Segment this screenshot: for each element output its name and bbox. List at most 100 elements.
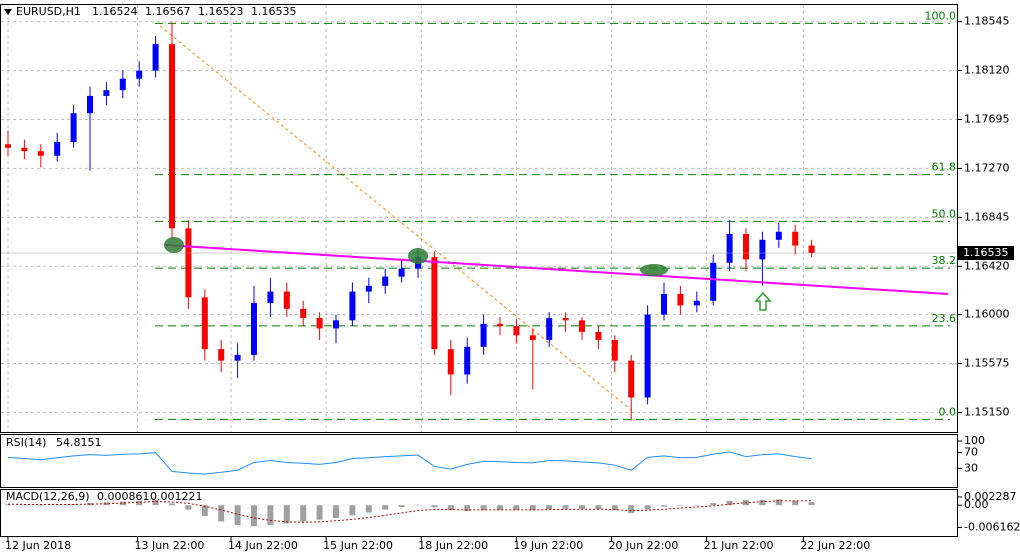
- macd-bar: [595, 505, 602, 510]
- macd-bar: [677, 505, 684, 506]
- macd-bar: [136, 500, 143, 506]
- candle-body: [251, 303, 257, 355]
- candle-body: [234, 354, 241, 361]
- macd-bar: [628, 505, 635, 514]
- candle-body: [743, 234, 749, 260]
- rsi-value: 54.8151: [56, 436, 102, 449]
- macd-bar: [529, 505, 536, 511]
- touch-marker: [164, 237, 184, 253]
- last-price-box: [958, 246, 1014, 261]
- y-tick-label: 70: [964, 446, 978, 459]
- candle-body: [316, 318, 323, 329]
- candle-body: [333, 320, 339, 329]
- candle-body: [644, 314, 651, 398]
- macd-bar: [119, 501, 126, 506]
- grid: [1, 5, 958, 432]
- y-tick-label: 1.17270: [964, 161, 1010, 174]
- candle-body: [513, 326, 520, 336]
- macd-main-value: 0.000861: [97, 490, 150, 503]
- candle-body: [382, 276, 389, 286]
- macd-signal: [7, 500, 812, 523]
- candle-body: [480, 323, 487, 347]
- candle-body: [628, 360, 635, 398]
- fib-label: 0.0: [939, 405, 957, 418]
- macd-panel-frame: [0, 489, 958, 537]
- macd-signal-value: 0.001221: [150, 490, 203, 503]
- macd-bar: [562, 505, 569, 509]
- candle-body: [759, 239, 766, 260]
- header-close: 1.16535: [251, 5, 297, 18]
- macd-bar: [710, 503, 717, 506]
- macd-bar: [431, 505, 438, 508]
- macd-bar: [808, 502, 815, 506]
- candle-body: [431, 257, 438, 350]
- macd-bar: [300, 505, 307, 522]
- touch-marker: [408, 248, 428, 264]
- x-tick-label: 18 Jun 22:00: [418, 539, 488, 552]
- candle-body: [185, 228, 192, 298]
- candle-body: [267, 291, 274, 304]
- candle-body: [661, 293, 667, 315]
- x-tick-label: 21 Jun 22:00: [704, 539, 774, 552]
- candle-body: [398, 268, 405, 277]
- macd-title: MACD(12,26,9): [6, 490, 90, 503]
- x-tick-label: 15 Jun 22:00: [323, 539, 393, 552]
- fib-label: 38.2: [932, 254, 957, 267]
- main-panel-frame: [0, 4, 958, 433]
- candle-body: [464, 346, 471, 375]
- macd-bar: [37, 505, 44, 506]
- macd-bar: [251, 505, 257, 527]
- macd-bar: [152, 499, 159, 506]
- last-price-label: 1.16535: [963, 246, 1009, 259]
- macd-bar: [5, 504, 11, 506]
- macd-bar: [464, 505, 471, 512]
- candle-body: [300, 308, 307, 319]
- macd-bar: [201, 505, 208, 517]
- y-tick-label: 1.16000: [964, 308, 1010, 321]
- macd-bar: [21, 504, 28, 506]
- y-tick-label: 0.002287: [964, 490, 1017, 503]
- macd-bar: [447, 505, 454, 511]
- y-tick-label: 1.15150: [964, 405, 1010, 418]
- rsi-line: [7, 451, 812, 475]
- y-tick-label: 100: [964, 434, 985, 447]
- macd-bar: [497, 505, 503, 510]
- macd-bar: [415, 504, 421, 506]
- candle-body: [710, 262, 717, 301]
- header-high: 1.16567: [145, 5, 191, 18]
- rsi-title: RSI(14): [6, 436, 46, 449]
- candle-body: [562, 318, 569, 321]
- candle-body: [611, 339, 618, 361]
- candle-body: [119, 78, 126, 91]
- macd-bar: [579, 505, 585, 509]
- macd-bar: [316, 505, 323, 520]
- macd-bar: [185, 505, 192, 510]
- macd-bar: [644, 505, 651, 510]
- macd-bar: [349, 505, 356, 516]
- x-tick-label: 13 Jun 22:00: [135, 539, 205, 552]
- y-tick-label: -0.006162: [964, 521, 1020, 534]
- candle-body: [283, 291, 290, 309]
- fib-label: 100.0: [925, 9, 957, 22]
- symbol: EURUSD,H1: [16, 5, 81, 18]
- touch-marker: [640, 264, 668, 276]
- macd-bar: [726, 500, 733, 506]
- x-tick-label: 12 Jun 2018: [5, 539, 71, 552]
- trendline: [164, 244, 949, 295]
- macd-bar: [398, 505, 405, 508]
- candle-body: [497, 323, 503, 327]
- candle-body: [21, 147, 28, 152]
- candle-body: [103, 90, 110, 96]
- macd-bar: [546, 505, 553, 510]
- macd-bar: [775, 499, 782, 506]
- macd-bar: [661, 505, 667, 507]
- macd-bar: [218, 505, 225, 522]
- candle-body: [579, 320, 585, 332]
- candle-body: [169, 44, 175, 229]
- header-open: 1.16524: [92, 5, 138, 18]
- candle-body: [808, 245, 815, 254]
- macd-bar: [234, 505, 241, 526]
- y-tick-label: 1.17695: [964, 113, 1010, 126]
- candle-body: [37, 151, 44, 156]
- y-tick-label: 1.16845: [964, 210, 1010, 223]
